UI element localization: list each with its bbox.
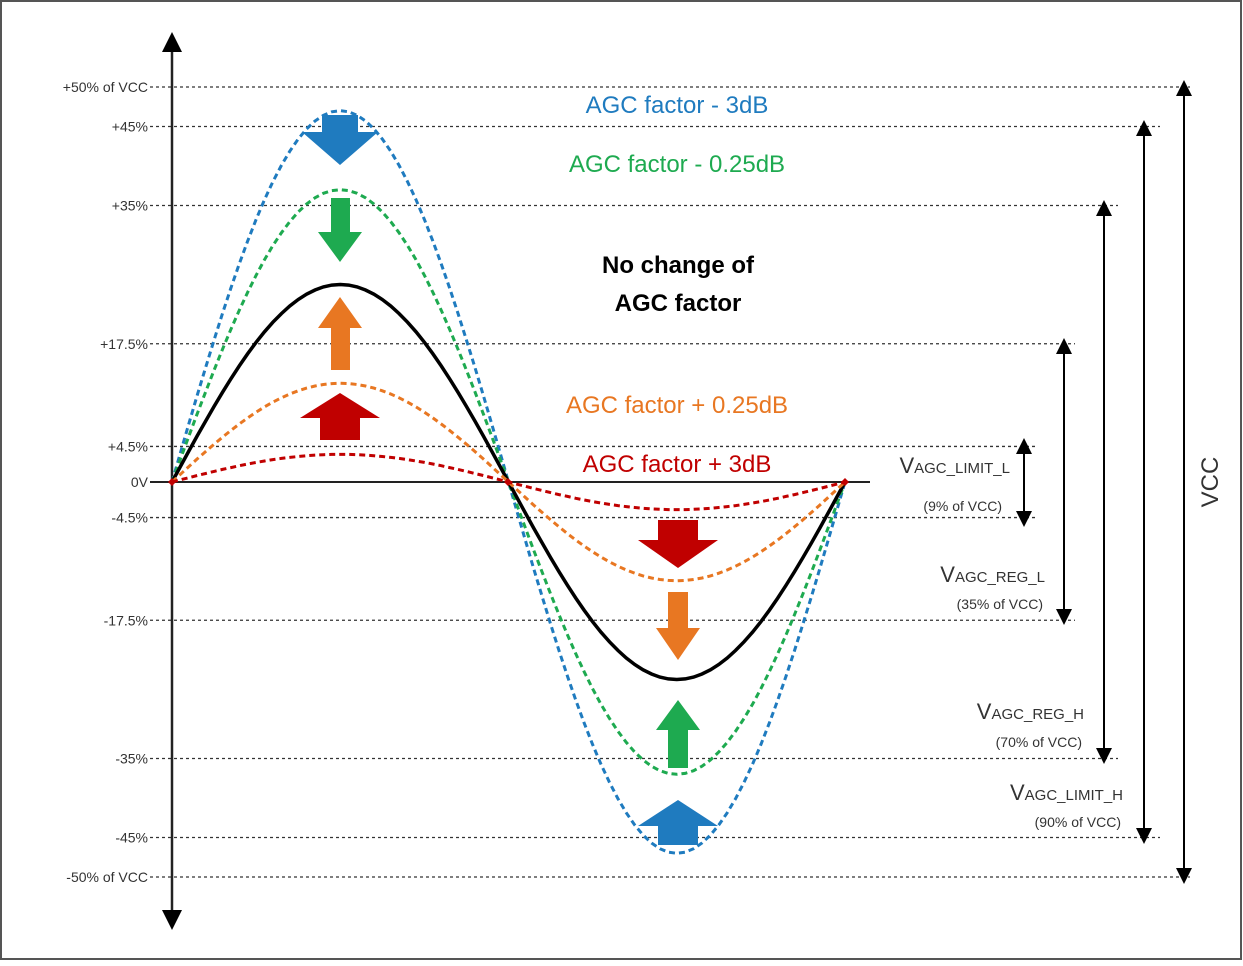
label-no-change-line1: No change of xyxy=(602,252,755,279)
arrow-green-down xyxy=(318,198,362,262)
reference-lines xyxy=(150,86,1190,878)
arrow-orange-down xyxy=(656,592,700,660)
level-label: -17.5% xyxy=(104,612,148,628)
dim-label-vcc: VCC xyxy=(1197,457,1224,508)
curve-agc-minus-3db xyxy=(170,109,847,855)
level-label: +35% xyxy=(112,198,148,214)
level-label: -35% xyxy=(115,751,148,767)
waveforms xyxy=(168,109,849,855)
svg-text:(9% of VCC): (9% of VCC) xyxy=(923,498,1002,514)
dim-label-limit-h: VAGC_LIMIT_H (90% of VCC) xyxy=(1010,780,1123,830)
svg-text:(90% of VCC): (90% of VCC) xyxy=(1035,814,1121,830)
level-label: -4.5% xyxy=(111,510,148,526)
svg-text:(35% of VCC): (35% of VCC) xyxy=(957,596,1043,612)
label-no-change-line2: AGC factor xyxy=(615,290,742,317)
svg-text:VAGC_REG_H: VAGC_REG_H xyxy=(977,699,1084,724)
level-label: -45% xyxy=(115,830,148,846)
label-plus-3db: AGC factor + 3dB xyxy=(583,451,772,478)
level-label: +45% xyxy=(112,119,148,135)
level-label: 0V xyxy=(131,474,149,490)
arrow-red-down xyxy=(638,520,718,568)
level-label: +4.5% xyxy=(108,438,148,454)
label-plus-025db: AGC factor + 0.25dB xyxy=(566,392,788,419)
arrow-orange-up xyxy=(318,297,362,370)
zero-crossing-marker xyxy=(504,478,512,486)
svg-text:VAGC_REG_L: VAGC_REG_L xyxy=(940,562,1045,587)
curve-agc-plus-025db xyxy=(170,381,847,583)
svg-text:VAGC_LIMIT_L: VAGC_LIMIT_L xyxy=(899,453,1010,478)
dim-label-reg-l: VAGC_REG_L (35% of VCC) xyxy=(940,562,1045,612)
level-labels: +50% of VCC +45% +35% +17.5% +4.5% 0V -4.5% -17… xyxy=(63,79,149,885)
arrow-blue-up xyxy=(638,800,718,845)
arrow-green-up xyxy=(656,700,700,768)
dim-label-limit-l: VAGC_LIMIT_L (9% of VCC) xyxy=(899,453,1010,514)
level-label: +17.5% xyxy=(100,336,148,352)
level-label: -50% of VCC xyxy=(66,869,148,885)
zero-crossing-marker xyxy=(168,478,176,486)
arrow-red-up xyxy=(300,393,380,440)
svg-text:VAGC_LIMIT_H: VAGC_LIMIT_H xyxy=(1010,780,1123,805)
level-label: +50% of VCC xyxy=(63,79,148,95)
arrow-blue-down xyxy=(302,115,378,165)
svg-text:(70% of VCC): (70% of VCC) xyxy=(996,734,1082,750)
zero-crossing-marker xyxy=(841,478,849,486)
dim-label-reg-h: VAGC_REG_H (70% of VCC) xyxy=(977,699,1084,750)
label-minus-3db: AGC factor - 3dB xyxy=(586,92,769,119)
label-minus-025db: AGC factor - 0.25dB xyxy=(569,151,785,178)
